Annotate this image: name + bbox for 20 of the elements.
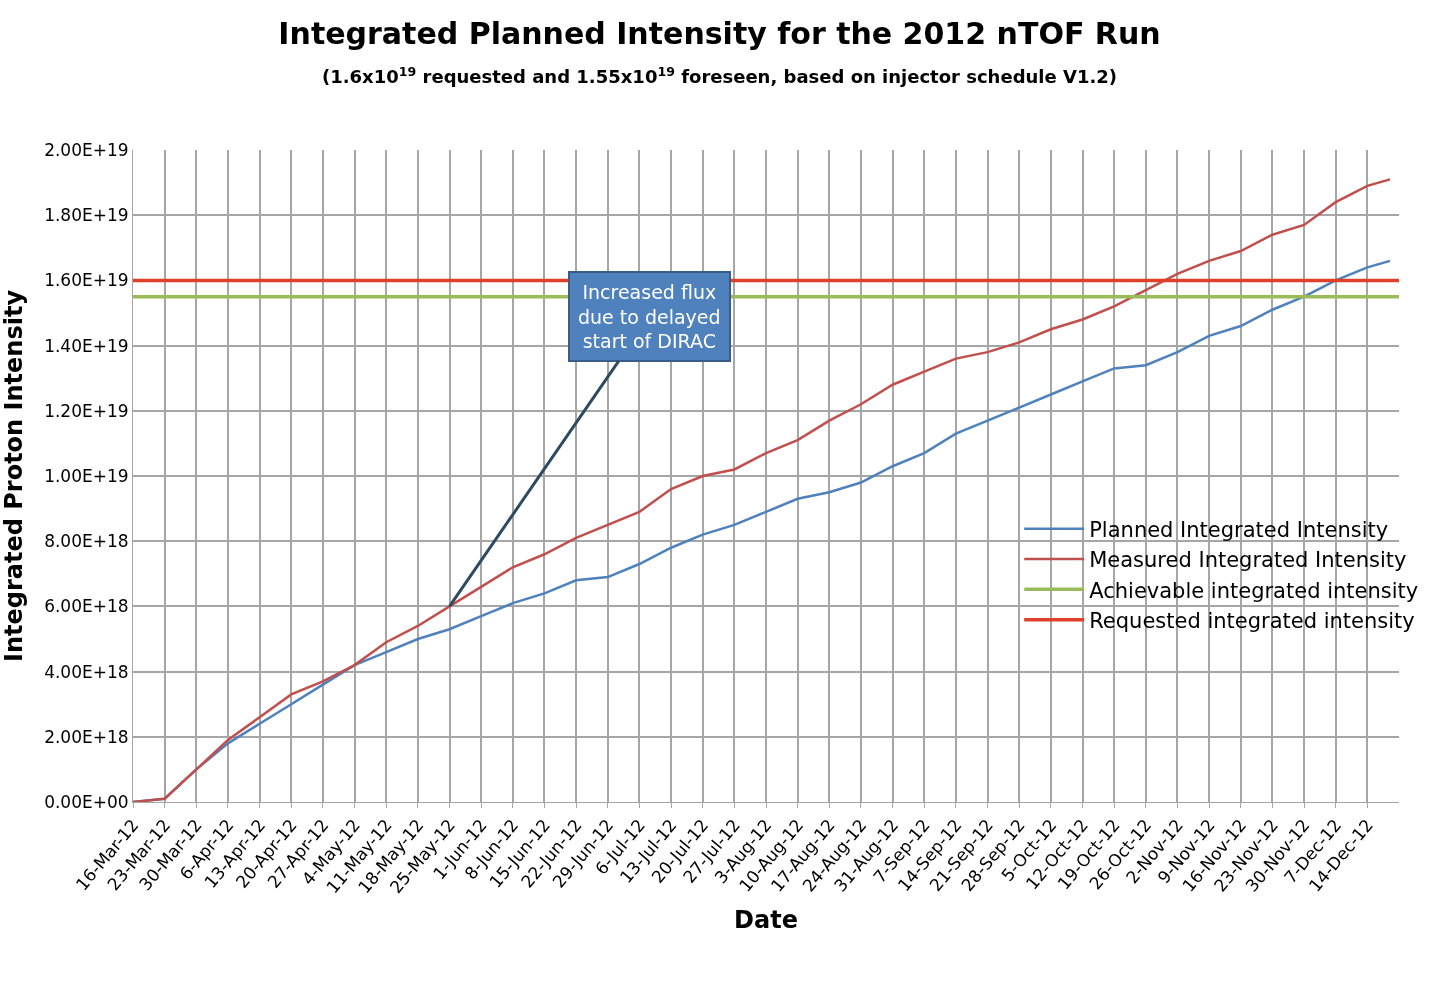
y-tick-label: 1.00E+19 bbox=[44, 465, 129, 486]
y-tick-label: 1.20E+19 bbox=[44, 400, 129, 421]
chart-title: Integrated Planned Intensity for the 2012 nTOF Run bbox=[278, 16, 1161, 52]
y-tick-label: 2.00E+18 bbox=[44, 726, 129, 747]
legend-label: Requested integrated intensity bbox=[1089, 608, 1415, 633]
y-tick-label: 1.40E+19 bbox=[44, 335, 129, 356]
y-tick-label: 1.60E+19 bbox=[44, 270, 129, 291]
chart-subtitle: (1.6x10$^{19}$ requested and 1.55x10$^{19}$ foreseen, based on injector schedule V1.2) bbox=[321, 63, 1118, 88]
y-tick-label: 1.80E+19 bbox=[44, 205, 129, 226]
annotation: Increased flux due to delayed start of DIRAC bbox=[578, 281, 721, 353]
y-axis-title: Integrated Proton Intensity bbox=[0, 289, 28, 663]
y-tick-label: 6.00E+18 bbox=[44, 596, 129, 617]
legend-label: Planned Integrated Intensity bbox=[1089, 517, 1389, 542]
y-tick-label: 4.00E+18 bbox=[44, 661, 129, 682]
legend-label: Measured Integrated Intensity bbox=[1089, 548, 1407, 573]
legend-label: Achievable integrated intensity bbox=[1089, 578, 1419, 603]
y-tick-label: 8.00E+18 bbox=[44, 531, 129, 552]
x-axis-title: Date bbox=[734, 906, 798, 935]
y-tick-label: 2.00E+19 bbox=[44, 139, 129, 160]
y-tick-label: 0.00E+00 bbox=[44, 791, 129, 812]
